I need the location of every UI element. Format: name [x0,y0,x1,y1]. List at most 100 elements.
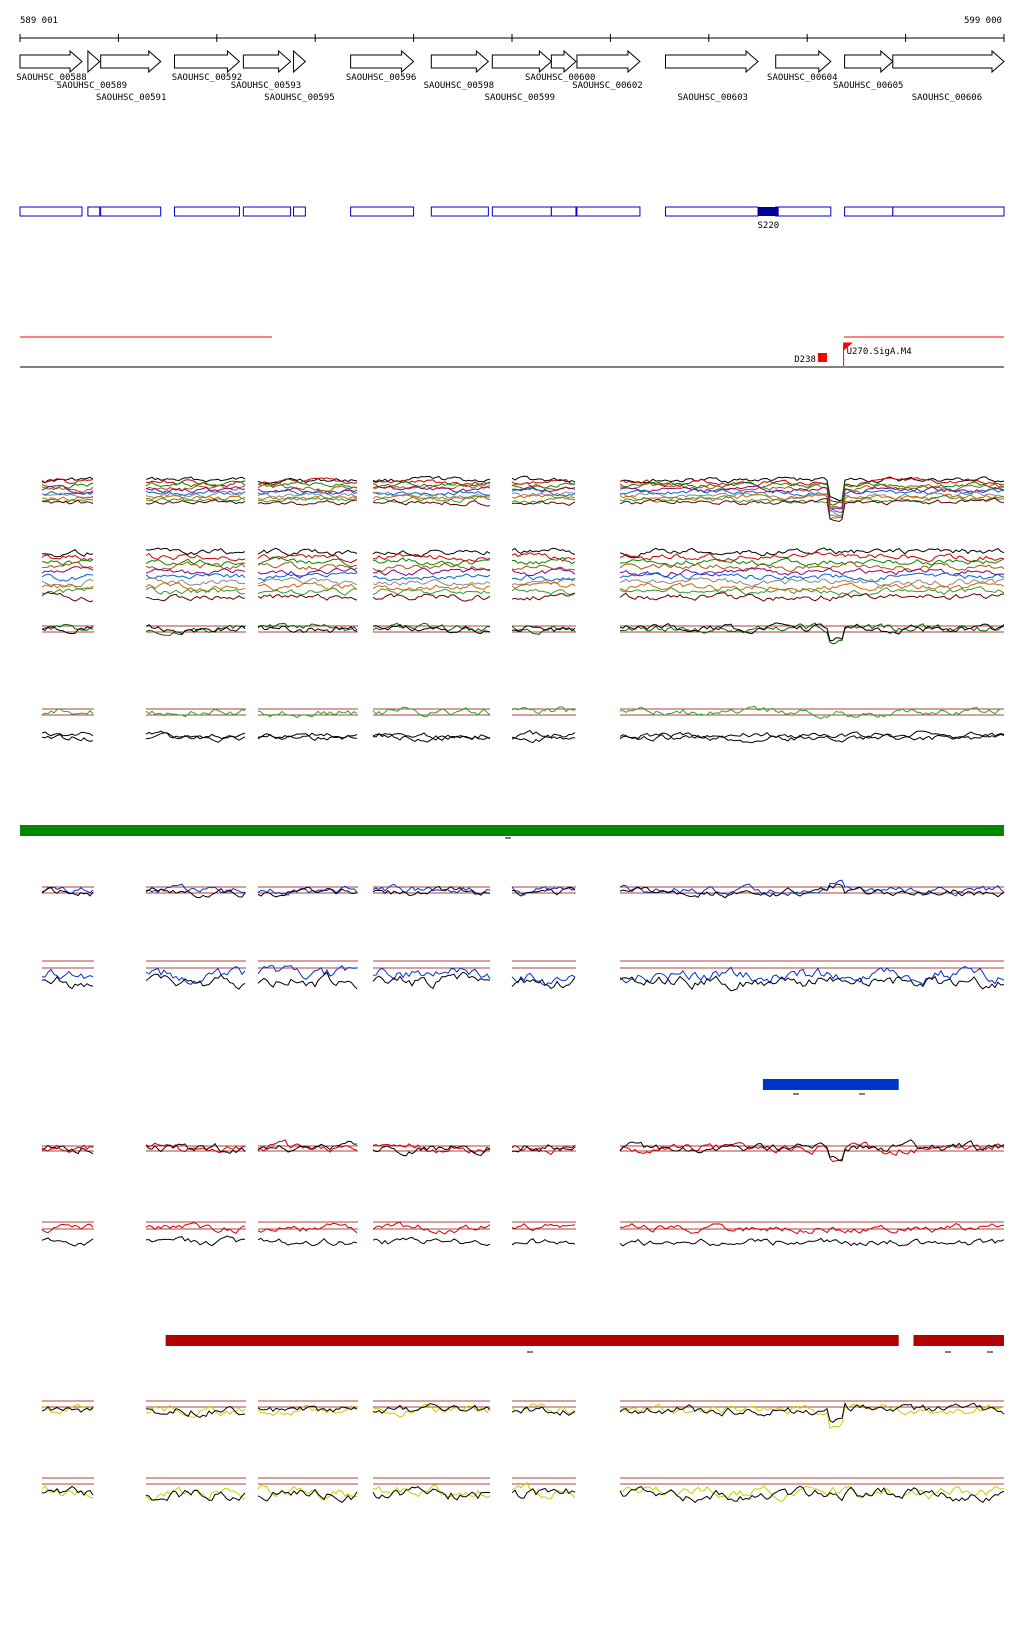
profile-trace [511,577,576,586]
gene-label: SAOUHSC_00606 [912,93,982,103]
profile-trace [41,623,94,631]
expression-profiles [41,475,1005,1504]
profile-trace [257,593,358,601]
profile-trace [41,1405,94,1413]
profile-trace [145,593,246,602]
profile-trace [41,490,94,496]
profile-trace [145,479,246,488]
gene-label: SAOUHSC_00592 [172,73,242,83]
profile-trace [257,1405,358,1413]
profile-trace [257,483,358,492]
profile-trace [41,708,94,716]
profile-trace [372,476,491,483]
gene-arrow [87,49,101,74]
profile-trace [619,576,1005,588]
profile-trace [372,490,491,496]
profile-trace [511,491,576,497]
profile-trace [511,1481,576,1500]
gene-label: SAOUHSC_00588 [16,73,86,83]
profile-trace [511,475,576,483]
profile-trace [257,547,358,557]
profile-trace [41,591,94,603]
profile-trace [372,562,491,573]
profile-trace [145,573,246,579]
profile-trace [145,547,246,555]
profile-trace [619,975,1005,992]
gene-arrow [350,49,415,74]
gene-label: SAOUHSC_00604 [767,73,837,83]
profile-trace [619,488,1005,513]
profile-trace [145,486,246,494]
profile-trace [41,968,94,980]
gene-arrow [892,49,1005,74]
profile-trace [372,479,491,486]
feature-box [665,206,759,217]
profile-trace [145,490,246,499]
feature-box [844,206,894,217]
profile-trace [145,730,246,740]
profile-trace [41,1237,94,1247]
gene-label: SAOUHSC_00599 [485,93,555,103]
profile-trace [41,1485,94,1496]
gene-label: SAOUHSC_00600 [525,73,595,83]
profile-trace [145,498,246,505]
profile-trace [619,1223,1004,1235]
profile-trace [619,879,1005,897]
profile-trace [372,593,491,602]
profile-trace [372,481,490,488]
promoter-flag [843,342,853,366]
profile-trace [511,1487,576,1499]
profile-trace [619,494,1005,520]
profile-trace [511,977,576,990]
gene-label: SAOUHSC_00603 [678,93,748,103]
profile-trace [257,971,358,990]
profile-trace [619,493,1005,517]
gene-arrow [430,49,490,74]
feature-highlight [758,207,779,216]
profile-trace [619,585,1005,596]
profile-trace [257,732,358,740]
profile-trace [511,734,576,744]
profile-trace [257,1488,358,1504]
profile-trace [511,588,576,596]
profile-trace [41,482,94,490]
profile-trace [41,886,94,897]
profile-trace [619,622,1005,642]
profile-trace [257,481,358,489]
profile-trace [372,1236,491,1247]
profile-trace [372,1403,491,1414]
profile-trace [41,558,94,566]
profile-trace [145,1405,246,1418]
gene-label: SAOUHSC_00589 [57,81,127,91]
profile-trace [372,1486,491,1501]
profile-trace [257,964,358,981]
profile-trace [619,730,1005,740]
profile-trace [511,1144,576,1153]
feature-box [100,206,162,217]
profile-trace [619,1403,1005,1429]
profile-trace [41,1403,94,1415]
profile-trace [257,885,358,896]
profile-trace [257,560,358,572]
profile-trace [257,497,358,503]
feature-box [775,206,832,217]
profile-trace [372,498,491,507]
profile-trace [511,729,576,739]
profile-trace [511,1406,576,1416]
profile-trace [619,1401,1005,1424]
profile-trace [511,495,576,504]
gene-arrow [100,49,162,74]
profile-trace [145,1142,246,1154]
profile-trace [41,731,94,737]
profile-trace [257,1404,358,1417]
profile-trace [257,553,358,564]
profile-trace [619,883,1005,899]
profile-trace [145,624,246,635]
gene-arrow [293,49,307,74]
profile-trace [41,578,94,588]
profile-trace [41,1223,94,1234]
profile-trace [145,495,246,501]
profile-trace [145,624,246,636]
profile-trace [145,558,246,567]
